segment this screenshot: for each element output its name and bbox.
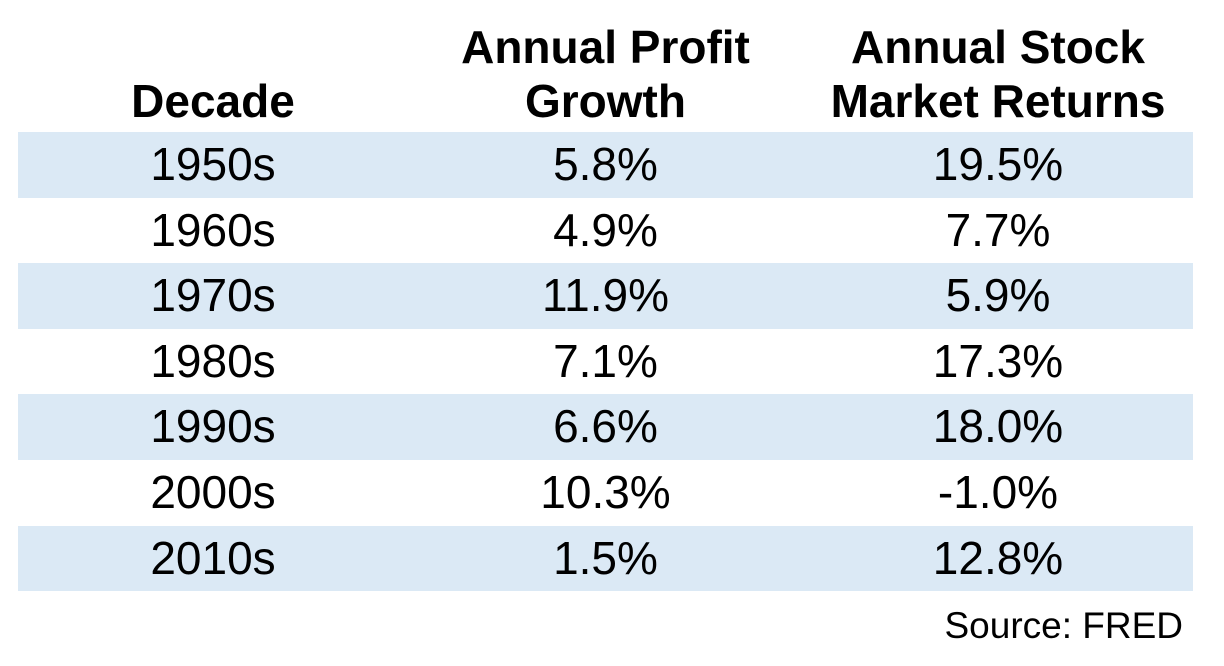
header-line-2: Market Returns bbox=[830, 75, 1166, 127]
table-cell: 1970s bbox=[150, 269, 276, 322]
table-cell: 1950s bbox=[150, 138, 276, 190]
table-body: 1950s 5.8% 19.5% 1960s 4.9% 7.7% 1970s 11.9% 5.9… bbox=[18, 132, 1193, 592]
source-note: Source: FRED bbox=[944, 605, 1183, 646]
table-cell: 1.5% bbox=[553, 531, 658, 584]
column-header-annual-stock-market-returns: Annual Stock Market Returns bbox=[803, 14, 1193, 128]
table-row: 1970s 11.9% 5.9% bbox=[18, 263, 1193, 329]
header-line-2: Growth bbox=[525, 75, 686, 127]
table-cell: 1980s bbox=[150, 334, 276, 387]
table-cell: 18.0% bbox=[932, 400, 1064, 453]
table-cell: 2000s bbox=[150, 465, 276, 518]
header-line-1: Annual Profit bbox=[461, 21, 750, 73]
column-header-annual-profit-growth: Annual Profit Growth bbox=[408, 14, 803, 128]
table-cell: 11.9% bbox=[541, 269, 670, 322]
header-line-2: Decade bbox=[131, 75, 295, 127]
table-cell: 4.9% bbox=[553, 203, 658, 256]
table-cell: 17.3% bbox=[932, 334, 1064, 387]
table-cell: 6.6% bbox=[553, 400, 658, 453]
table-cell: 7.7% bbox=[945, 203, 1051, 256]
decade-returns-table: Decade Annual Profit Growth Annual Stock… bbox=[18, 14, 1193, 592]
header-line-1: Annual Stock bbox=[851, 21, 1145, 73]
table-cell: -1.0% bbox=[937, 465, 1059, 518]
table-cell: 5.9% bbox=[945, 269, 1051, 322]
table-cell: 2010s bbox=[150, 531, 276, 584]
table-row: 1950s 5.8% 19.5% bbox=[18, 132, 1193, 198]
table-row: 2010s 1.5% 12.8% bbox=[18, 525, 1193, 592]
column-header-decade: Decade bbox=[18, 14, 408, 128]
table-cell: 7.1% bbox=[553, 334, 658, 387]
table-row: 1980s 7.1% 17.3% bbox=[18, 329, 1193, 395]
table-cell: 5.8% bbox=[553, 138, 658, 190]
table-cell: 10.3% bbox=[540, 465, 671, 518]
table-cell: 1960s bbox=[150, 203, 276, 256]
table-row: 2000s 10.3% -1.0% bbox=[18, 460, 1193, 526]
table-row: 1990s 6.6% 18.0% bbox=[18, 394, 1193, 460]
table-cell: 12.8% bbox=[932, 531, 1064, 584]
table-row: 1960s 4.9% 7.7% bbox=[18, 198, 1193, 264]
table-cell: 19.5% bbox=[932, 138, 1064, 190]
table-header-row: Decade Annual Profit Growth Annual Stock… bbox=[18, 14, 1193, 128]
table-cell: 1990s bbox=[150, 400, 276, 453]
